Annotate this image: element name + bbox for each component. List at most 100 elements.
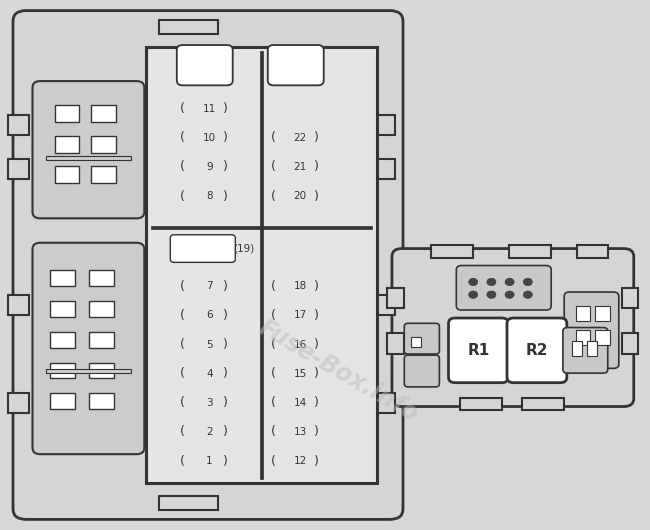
FancyBboxPatch shape [448,318,508,383]
Text: ): ) [223,309,228,322]
Text: 12: 12 [294,456,307,466]
Bar [55,105,79,122]
Text: ): ) [314,161,319,173]
Bar [577,245,608,258]
Text: 1: 1 [206,456,213,466]
Bar [89,393,114,409]
Bar [374,393,395,413]
Text: ): ) [314,426,319,438]
Bar [159,496,218,510]
Text: (: ( [180,102,185,115]
Text: 9: 9 [206,162,213,172]
Text: 18: 18 [294,281,307,291]
Bar [622,333,638,354]
Bar [91,136,116,153]
Text: ): ) [223,367,228,380]
Bar [374,295,395,315]
Text: 6: 6 [206,311,213,320]
Bar [411,337,421,347]
Text: (: ( [272,338,276,351]
FancyBboxPatch shape [268,45,324,85]
Bar [50,301,75,317]
Text: 17: 17 [294,311,307,320]
Text: (: ( [272,426,276,438]
Text: (: ( [272,131,276,144]
Text: ): ) [223,190,228,202]
Bar [91,166,116,183]
Bar [50,393,75,409]
Bar [89,270,114,286]
Text: (: ( [180,190,185,202]
Bar [374,115,395,135]
Text: 5: 5 [206,340,213,349]
FancyBboxPatch shape [392,249,634,407]
Bar [460,398,502,410]
FancyBboxPatch shape [13,11,403,519]
Text: ): ) [314,190,319,202]
Circle shape [487,278,496,286]
Text: (: ( [180,426,185,438]
Text: ): ) [314,309,319,322]
Text: 14: 14 [294,398,307,408]
FancyBboxPatch shape [404,355,439,387]
Text: (: ( [272,280,276,293]
Text: (: ( [272,161,276,173]
Bar [8,115,29,135]
Bar [55,136,79,153]
Text: ): ) [314,338,319,351]
Circle shape [487,291,496,298]
Bar [50,332,75,348]
Text: ): ) [314,280,319,293]
Bar [55,166,79,183]
FancyBboxPatch shape [563,328,608,373]
Text: ): ) [223,338,228,351]
Bar [89,332,114,348]
FancyBboxPatch shape [507,318,567,383]
Text: ): ) [314,367,319,380]
Text: Fuse-Box.info: Fuse-Box.info [254,315,422,427]
Text: ): ) [223,396,228,409]
Text: ): ) [223,102,228,115]
Text: (: ( [272,455,276,467]
Text: 7: 7 [206,281,213,291]
Text: 4: 4 [206,369,213,378]
Bar [8,393,29,413]
Circle shape [523,278,532,286]
Text: ): ) [223,280,228,293]
Bar [595,306,610,321]
Text: ): ) [314,131,319,144]
Circle shape [523,291,532,298]
Text: (19): (19) [233,244,254,253]
Text: 13: 13 [294,427,307,437]
Text: (: ( [180,338,185,351]
Text: (: ( [180,455,185,467]
Bar [431,245,473,258]
Bar [572,341,582,356]
Text: ): ) [223,426,228,438]
Bar [8,159,29,179]
Text: ): ) [223,131,228,144]
Text: 21: 21 [294,162,307,172]
Bar [595,330,610,345]
Bar [46,369,131,373]
Bar [146,47,377,483]
Text: (: ( [180,396,185,409]
Circle shape [469,278,478,286]
Bar [89,363,114,378]
Text: ): ) [223,455,228,467]
Text: (: ( [180,280,185,293]
Circle shape [505,291,514,298]
Text: R1: R1 [467,343,489,358]
Text: ): ) [223,161,228,173]
Bar [576,330,590,345]
FancyBboxPatch shape [564,292,619,368]
Text: (: ( [180,309,185,322]
FancyBboxPatch shape [32,81,144,218]
Text: (: ( [272,367,276,380]
Bar [261,51,263,479]
Bar [587,341,597,356]
Text: (: ( [180,367,185,380]
Circle shape [505,278,514,286]
Text: ): ) [314,396,319,409]
FancyBboxPatch shape [170,235,235,262]
